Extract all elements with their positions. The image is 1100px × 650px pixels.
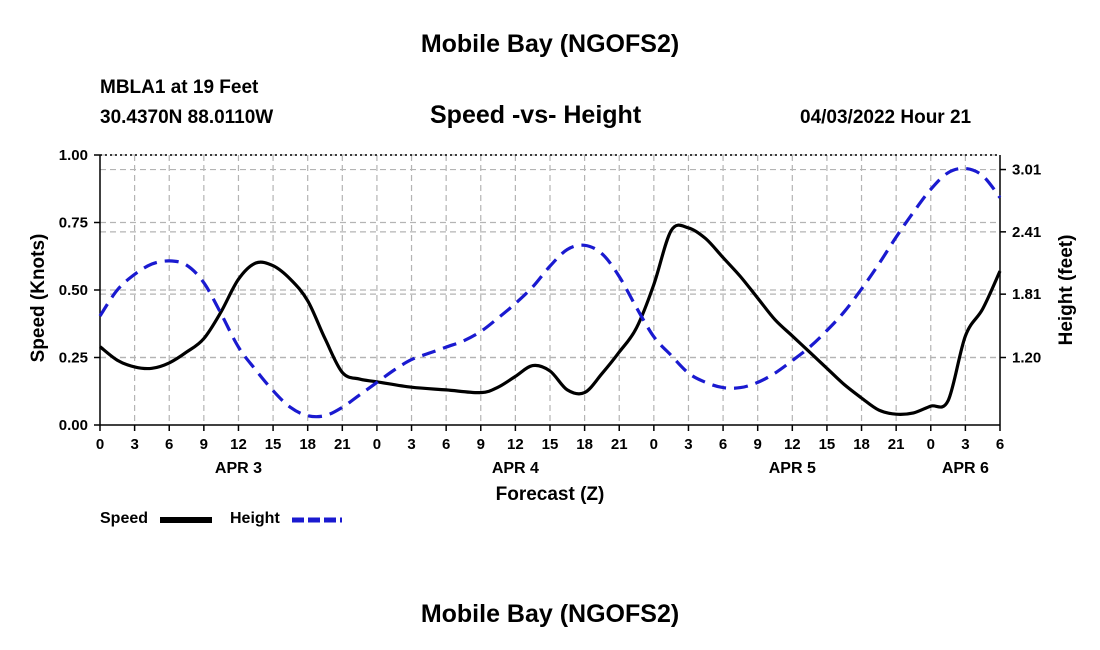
chart-subtitle: Speed -vs- Height <box>430 101 642 129</box>
day-label: APR 4 <box>492 460 539 477</box>
x-tick-label: 3 <box>130 436 138 453</box>
day-label: APR 6 <box>942 460 989 477</box>
speed-series-line <box>99 223 1002 416</box>
x-tick-label: 9 <box>200 436 208 453</box>
x-tick-label: 6 <box>165 436 173 453</box>
x-tick-label: 0 <box>650 436 658 453</box>
x-tick-label: 18 <box>853 436 870 453</box>
y-tick-label: 1.00 <box>59 147 88 164</box>
forecast-datetime: 04/03/2022 Hour 21 <box>800 107 972 128</box>
x-tick-label: 18 <box>576 436 593 453</box>
y2-tick-label: 2.41 <box>1012 224 1041 241</box>
x-tick-label: 12 <box>230 436 247 453</box>
footer-title: Mobile Bay (NGOFS2) <box>420 600 680 628</box>
x-tick-label: 15 <box>819 436 836 453</box>
x-tick-label: 0 <box>373 436 381 453</box>
x-tick-label: 6 <box>996 436 1004 453</box>
y2-axis-title: Height (feet) <box>1056 235 1077 346</box>
x-tick-label: 15 <box>542 436 559 453</box>
x-tick-label: 21 <box>611 436 628 453</box>
height-series-line <box>98 166 1002 419</box>
y-axis-title: Speed (Knots) <box>28 234 49 363</box>
y2-tick-label: 1.20 <box>1012 350 1041 367</box>
x-tick-label: 9 <box>754 436 762 453</box>
x-tick-label: 0 <box>96 436 104 453</box>
legend-height-label: Height <box>230 510 280 527</box>
x-tick-label: 6 <box>442 436 450 453</box>
x-tick-label: 3 <box>407 436 415 453</box>
y-tick-label: 0.25 <box>59 350 88 367</box>
y-tick-label: 0.75 <box>59 215 88 232</box>
y2-tick-label: 1.81 <box>1012 286 1041 303</box>
y-tick-label: 0.00 <box>59 417 88 434</box>
x-tick-label: 3 <box>961 436 969 453</box>
legend-speed-label: Speed <box>100 510 149 527</box>
x-tick-label: 9 <box>477 436 485 453</box>
station-label: MBLA1 at 19 Feet <box>100 77 259 98</box>
x-tick-label: 21 <box>334 436 351 453</box>
x-tick-label: 18 <box>299 436 316 453</box>
x-tick-label: 15 <box>265 436 282 453</box>
x-tick-label: 12 <box>784 436 801 453</box>
x-tick-label: 0 <box>927 436 935 453</box>
y-tick-label: 0.50 <box>59 282 88 299</box>
x-axis-title: Forecast (Z) <box>496 484 605 505</box>
x-tick-label: 6 <box>719 436 727 453</box>
x-tick-label: 12 <box>507 436 524 453</box>
x-tick-label: 3 <box>684 436 692 453</box>
day-label: APR 5 <box>769 460 816 477</box>
coordinates-label: 30.4370N 88.0110W <box>100 107 274 128</box>
day-label: APR 3 <box>215 460 262 477</box>
x-tick-label: 21 <box>888 436 905 453</box>
y2-tick-label: 3.01 <box>1012 162 1041 179</box>
page-title: Mobile Bay (NGOFS2) <box>420 30 680 58</box>
